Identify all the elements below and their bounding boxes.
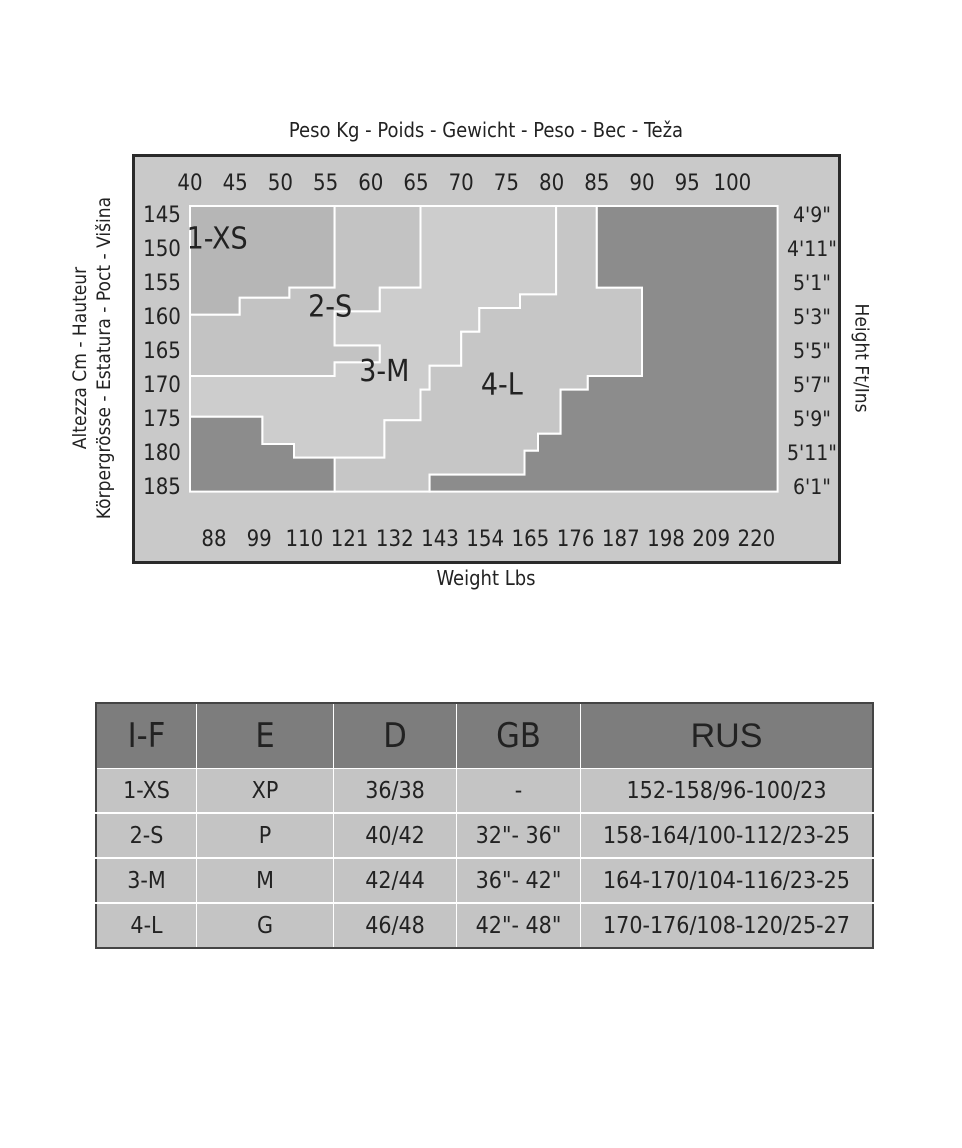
size-chart: 1-XS 2-S3-M 4-L 40 45 50 55 60 65 70 75 80 85 90 95 10… <box>132 154 841 564</box>
cell-rus: 152-158/96-100/23 <box>580 768 874 814</box>
y-cm-tick-label: 150 <box>143 237 181 262</box>
x-kg-tick-label: 40 <box>177 171 202 196</box>
cell-e: M <box>196 857 334 904</box>
y-ftin-tick-label: 5'7" <box>793 373 831 397</box>
x-kg-tick-label: 75 <box>494 171 519 196</box>
x-kg-tick-label: 55 <box>313 171 338 196</box>
x-kg-tick-label: 45 <box>223 171 248 196</box>
cell-gb: 32"- 36" <box>456 812 581 859</box>
x-kg-tick-label: 85 <box>584 171 609 196</box>
size-label-1-xs: 1-XS <box>187 222 248 257</box>
cell-if: 4-L <box>95 902 197 949</box>
cell-if: 2-S <box>95 812 197 859</box>
header-d: D <box>333 702 457 769</box>
y-ftin-tick-label: 4'11" <box>787 237 837 261</box>
size-label-2-s: 2-S <box>308 290 352 325</box>
x-lbs-tick-label: 165 <box>512 527 550 552</box>
table-row: 1-XS XP 36/38 - 152-158/96-100/23 <box>95 768 874 814</box>
header-gb: GB <box>456 702 581 769</box>
y-cm-tick-label: 170 <box>143 373 181 398</box>
y-ftin-tick-label: 4'9" <box>793 203 831 227</box>
size-region-right-block <box>428 205 779 493</box>
x-lbs-tick-label: 220 <box>738 527 776 552</box>
x-lbs-tick-label: 121 <box>331 527 369 552</box>
cell-gb: - <box>456 768 581 814</box>
x-lbs-tick-label: 176 <box>557 527 595 552</box>
size-label-3-m: 3-M <box>359 354 409 389</box>
y-ftin-tick-label: 5'9" <box>793 407 831 431</box>
cell-gb: 42"- 48" <box>456 902 581 949</box>
table-row: 4-L G 46/48 42"- 48" 170-176/108-120/25-… <box>95 902 874 949</box>
table-row: 2-S P 40/42 32"- 36" 158-164/100-112/23-… <box>95 812 874 859</box>
cell-e: G <box>196 902 334 949</box>
x-kg-tick-label: 100 <box>714 171 752 196</box>
y-cm-tick-label: 160 <box>143 305 181 330</box>
x-kg-tick-label: 70 <box>449 171 474 196</box>
x-kg-tick-label: 60 <box>358 171 383 196</box>
x-kg-tick-label: 50 <box>268 171 293 196</box>
size-region-upper-left-corner <box>189 415 336 493</box>
y-cm-tick-label: 185 <box>143 475 181 500</box>
header-rus: RUS <box>580 702 874 769</box>
cell-d: 36/38 <box>333 768 457 814</box>
cell-rus: 170-176/108-120/25-27 <box>580 902 874 949</box>
cell-if: 3-M <box>95 857 197 904</box>
x-lbs-tick-label: 99 <box>247 527 272 552</box>
y-cm-tick-label: 175 <box>143 407 181 432</box>
x-lbs-tick-label: 110 <box>286 527 324 552</box>
cell-d: 40/42 <box>333 812 457 859</box>
height-ftin-axis-title-text: Height Ft/Ins <box>851 302 873 413</box>
y-cm-tick-label: 165 <box>143 339 181 364</box>
y-ftin-tick-label: 6'1" <box>793 475 831 499</box>
x-kg-tick-label: 95 <box>675 171 700 196</box>
cell-rus: 164-170/104-116/23-25 <box>580 857 874 904</box>
weight-kg-axis-title: Peso Kg - Poids - Gewicht - Peso - Bec -… <box>288 118 684 142</box>
x-kg-tick-label: 90 <box>629 171 654 196</box>
x-lbs-tick-label: 154 <box>466 527 504 552</box>
x-kg-tick-label: 80 <box>539 171 564 196</box>
y-ftin-tick-label: 5'11" <box>787 441 837 465</box>
height-cm-axis-title-line-1: Altezza Cm - Hauteur <box>69 266 92 449</box>
size-conversion-table: I-F E D GB RUS 1-XS XP 36/38 - 152-158/9… <box>95 702 874 949</box>
table-row: 3-M M 42/44 36"- 42" 164-170/104-116/23-… <box>95 857 874 904</box>
x-lbs-tick-label: 143 <box>421 527 459 552</box>
x-lbs-tick-label: 132 <box>376 527 414 552</box>
x-lbs-tick-label: 187 <box>602 527 640 552</box>
header-e: E <box>196 702 334 769</box>
cell-d: 46/48 <box>333 902 457 949</box>
height-cm-axis-title-line-2: Körpergrösse - Estatura - Poct - Višina <box>93 196 116 519</box>
x-lbs-tick-label: 198 <box>647 527 685 552</box>
table-header-row: I-F E D GB RUS <box>95 702 874 769</box>
y-cm-tick-label: 145 <box>143 203 181 228</box>
cell-if: 1-XS <box>95 768 197 814</box>
height-cm-axis-title: Altezza Cm - Hauteur Körpergrösse - Esta… <box>62 160 122 555</box>
cell-d: 42/44 <box>333 857 457 904</box>
y-ftin-tick-label: 5'1" <box>793 271 831 295</box>
weight-lbs-axis-title: Weight Lbs <box>436 566 536 590</box>
y-cm-tick-label: 180 <box>143 441 181 466</box>
cell-e: P <box>196 812 334 859</box>
header-if: I-F <box>95 702 197 769</box>
size-label-4-l: 4-L <box>481 368 523 403</box>
cell-rus: 158-164/100-112/23-25 <box>580 812 874 859</box>
cell-gb: 36"- 42" <box>456 857 581 904</box>
x-lbs-tick-label: 209 <box>692 527 730 552</box>
y-cm-tick-label: 155 <box>143 271 181 296</box>
height-ftin-axis-title: Height Ft/Ins <box>842 160 882 555</box>
y-ftin-tick-label: 5'3" <box>793 305 831 329</box>
y-ftin-tick-label: 5'5" <box>793 339 831 363</box>
cell-e: XP <box>196 768 334 814</box>
x-kg-tick-label: 65 <box>403 171 428 196</box>
x-lbs-tick-label: 88 <box>201 527 226 552</box>
